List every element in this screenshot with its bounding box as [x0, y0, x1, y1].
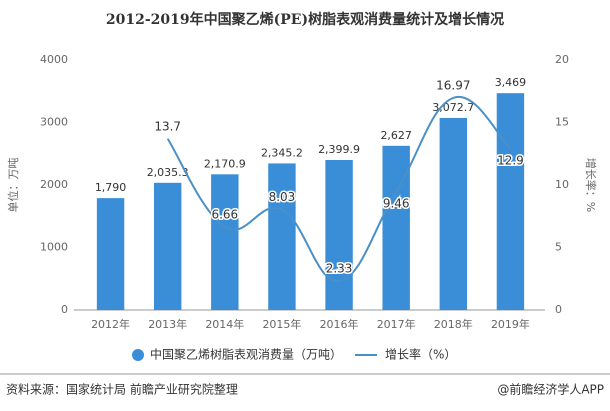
bar — [211, 174, 239, 310]
x-tick-label: 2014年 — [205, 317, 244, 331]
bar — [382, 145, 410, 310]
y2-tick-label: 10 — [555, 178, 569, 191]
bar-value-label: 2,627 — [380, 129, 412, 142]
line-value-label: 6.66 — [211, 207, 238, 221]
legend-swatch — [132, 349, 144, 361]
x-tick-label: 2015年 — [262, 317, 301, 331]
bar — [439, 117, 468, 310]
legend-label: 中国聚乙烯树脂表观消费量（万吨） — [150, 347, 342, 362]
bar-value-label: 2,345.2 — [261, 146, 303, 159]
y2-tick-label: 20 — [555, 53, 569, 66]
bar-value-label: 2,399.9 — [318, 143, 360, 156]
x-tick-label: 2013年 — [148, 317, 187, 331]
bar-value-label: 3,072.7 — [432, 101, 474, 114]
credit: @前瞻经济学人APP — [497, 382, 604, 397]
chart-title: 2012-2019年中国聚乙烯(PE)树脂表观消费量统计及增长情况 — [106, 11, 504, 28]
x-tick-label: 2017年 — [377, 317, 416, 331]
line-value-label: 8.03 — [269, 190, 296, 204]
bar — [96, 198, 125, 310]
y-tick-label: 1000 — [40, 241, 68, 254]
x-tick-label: 2012年 — [91, 317, 130, 331]
line-value-label: 13.7 — [154, 119, 181, 133]
y2-tick-label: 15 — [555, 116, 569, 129]
line-value-label: 16.97 — [436, 78, 470, 92]
y2-axis-label: 增长率：% — [584, 158, 598, 212]
y-axis-label: 单位：万吨 — [6, 158, 20, 213]
bar-value-label: 2,170.9 — [204, 157, 246, 170]
line-value-label: 9.46 — [383, 196, 410, 210]
y-tick-label: 4000 — [40, 53, 68, 66]
y2-tick-label: 5 — [555, 241, 562, 254]
x-tick-label: 2018年 — [434, 317, 473, 331]
bar-value-label: 3,469 — [495, 76, 527, 89]
bar-value-label: 1,790 — [95, 181, 127, 194]
line — [166, 95, 512, 282]
bar — [496, 93, 525, 310]
line-value-label: 12.9 — [497, 153, 524, 167]
x-tick-label: 2016年 — [320, 317, 359, 331]
y-tick-label: 2000 — [40, 178, 68, 191]
source: 资料来源：国家统计局 前瞻产业研究院整理 — [6, 382, 238, 397]
bar-value-label: 2,035.3 — [147, 166, 189, 179]
x-tick-label: 2019年 — [491, 317, 530, 331]
y-tick-label: 0 — [61, 303, 68, 316]
bar — [268, 163, 296, 310]
y2-tick-label: 0 — [555, 303, 562, 316]
legend-label: 增长率（%） — [385, 347, 456, 362]
line-value-label: 2.33 — [326, 261, 353, 275]
bar — [325, 160, 353, 310]
y-tick-label: 3000 — [40, 116, 68, 129]
bar — [153, 182, 182, 310]
